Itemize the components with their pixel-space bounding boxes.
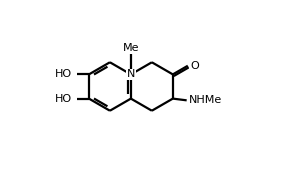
Text: HO: HO — [55, 69, 73, 79]
Text: O: O — [190, 61, 199, 71]
Text: N: N — [127, 69, 135, 79]
Text: NHMe: NHMe — [189, 95, 223, 105]
Text: HO: HO — [55, 94, 73, 104]
Text: Me: Me — [123, 43, 139, 53]
